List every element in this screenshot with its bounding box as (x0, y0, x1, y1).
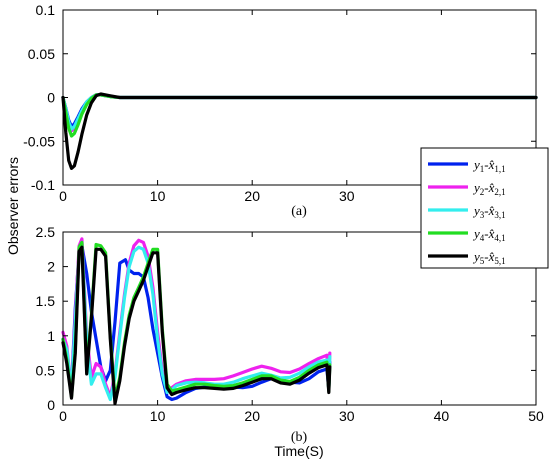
panel-b-series-line-5 (61, 245, 332, 406)
panel-a-series-line-5 (61, 92, 538, 170)
panel-a-series-lines (61, 92, 538, 170)
panel-a-y-tick-label: 0.1 (36, 2, 56, 18)
panel-b-y-tick-label: 2 (47, 259, 55, 275)
panel-b-y-tick-label: 0.5 (36, 362, 56, 378)
panel-a-x-tick-label: 30 (339, 188, 355, 204)
panel-b-label: (b) (291, 430, 308, 445)
panel-a-y-tick-label: 0.05 (28, 46, 55, 62)
panel-a-y-tick-label: -0.05 (23, 133, 55, 149)
panel-a-y-tick-label: 0 (47, 90, 55, 106)
panel-b-y-tick-label: 1.5 (36, 293, 56, 309)
legend: y1-x̂1,1 y2-x̂2,1 y3-x̂3,1 y4-x̂4,1 y5-x̂5,1 (420, 147, 549, 269)
panel-b-x-tick-label: 40 (434, 408, 450, 424)
panel-b-y-tick-label: 1 (47, 328, 55, 344)
panel-b-series-lines (61, 237, 332, 406)
legend-entries: y1-x̂1,1 y2-x̂2,1 y3-x̂3,1 y4-x̂4,1 y5-x̂5,1 (428, 157, 506, 266)
legend-box (420, 147, 549, 269)
panel-a-x-tick-label: 0 (59, 188, 67, 204)
panel-b-x-tick-label: 30 (339, 408, 355, 424)
panel-a-x-tick-label: 20 (244, 188, 260, 204)
legend-label-3: y3-x̂3,1 (472, 203, 506, 220)
panel-b-y-tick-label: 0 (47, 397, 55, 413)
y-axis-label: Observer errors (5, 157, 21, 255)
panel-b-x-tick-label: 10 (150, 408, 166, 424)
panel-a-y-tick-label: -0.1 (31, 177, 55, 193)
legend-label-5: y5-x̂5,1 (472, 249, 506, 266)
panel-b: 0 10 20 30 40 50 0 0.5 1 1.5 2 2.5 (b) (36, 224, 544, 445)
panel-a-x-tick-label: 10 (150, 188, 166, 204)
panel-b-ticks: 0 10 20 30 40 50 0 0.5 1 1.5 2 2.5 (36, 224, 544, 424)
panel-b-y-tick-label: 2.5 (36, 224, 56, 240)
panel-b-x-tick-label: 50 (528, 408, 544, 424)
legend-label-1: y1-x̂1,1 (472, 157, 506, 174)
panel-b-axes-frame (62, 231, 537, 406)
panel-b-x-tick-label: 20 (244, 408, 260, 424)
legend-label-4: y4-x̂4,1 (472, 226, 506, 243)
panel-a-label: (a) (291, 204, 307, 219)
x-axis-label: Time(S) (274, 443, 323, 459)
panel-b-series-line-3 (61, 240, 332, 402)
legend-label-2: y2-x̂2,1 (472, 180, 506, 197)
panel-b-x-tick-label: 0 (59, 408, 67, 424)
